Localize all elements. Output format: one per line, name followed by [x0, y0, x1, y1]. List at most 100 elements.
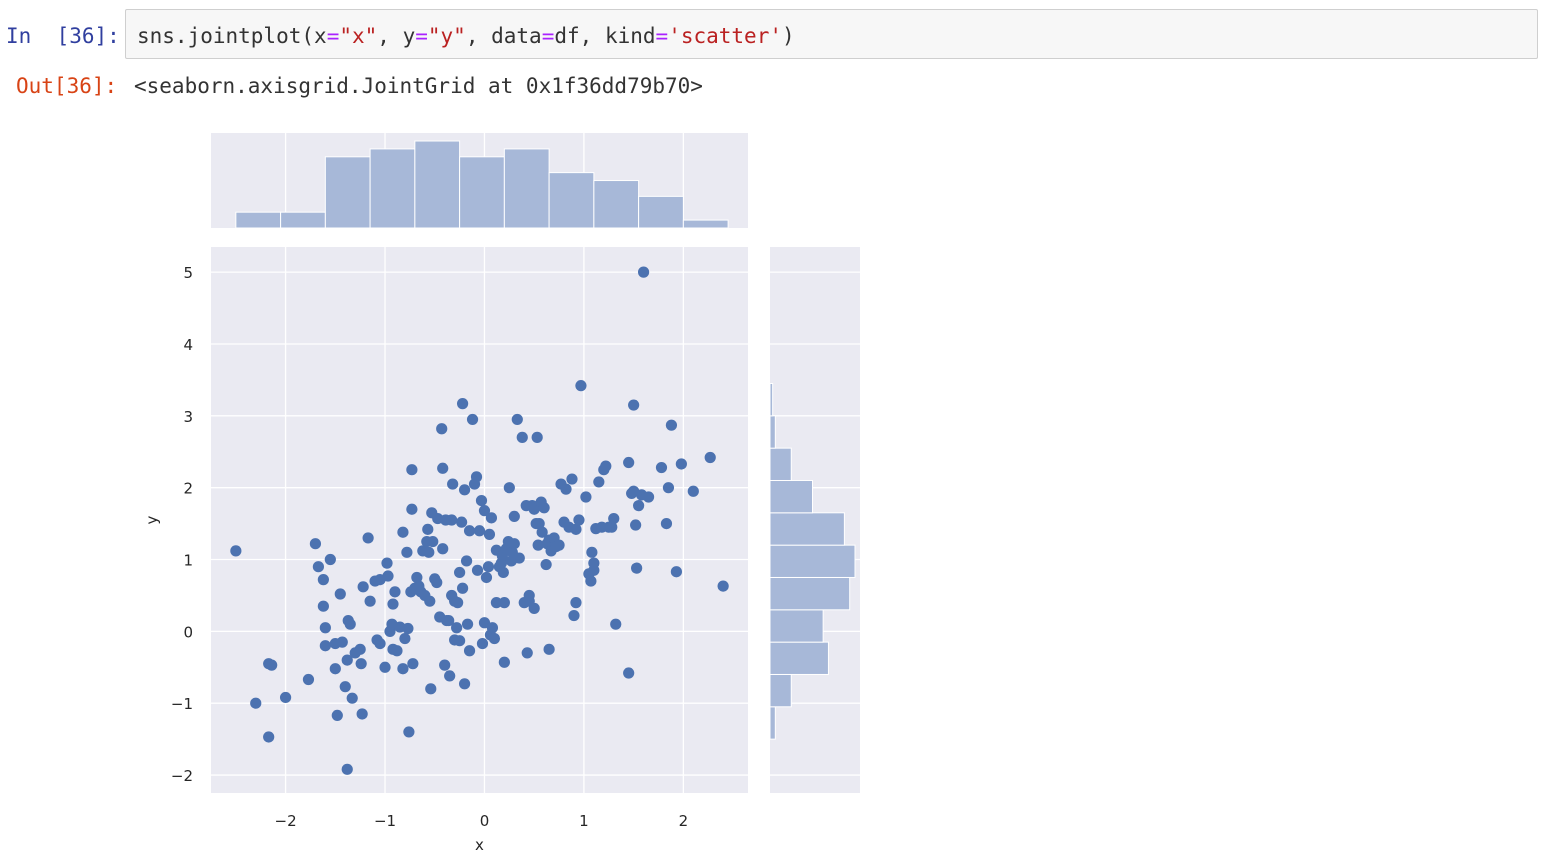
scatter-point: [381, 557, 393, 569]
scatter-point: [665, 419, 678, 431]
y-tick-label: 3: [183, 408, 193, 426]
scatter-point: [660, 517, 673, 530]
scatter-point: [334, 588, 346, 600]
scatter-point: [513, 552, 525, 564]
scatter-point: [528, 503, 540, 515]
scatter-point: [580, 491, 592, 503]
scatter-points: [230, 266, 729, 775]
y-axis-label: y: [143, 515, 161, 524]
scatter-point: [533, 517, 545, 530]
scatter-point: [486, 622, 499, 634]
scatter-point: [389, 586, 401, 598]
marginal-x-bar: [235, 211, 282, 229]
code-string-y: "y": [427, 24, 466, 48]
scatter-point: [454, 566, 466, 579]
scatter-point: [397, 663, 409, 675]
code-equals: =: [415, 24, 428, 48]
scatter-point: [454, 635, 466, 647]
scatter-point: [585, 575, 597, 587]
code-separator: ,: [377, 24, 403, 48]
code-value-df: df: [554, 24, 580, 48]
scatter-point: [475, 495, 488, 507]
marginal-x-bar: [548, 172, 595, 229]
x-tick-labels: −2 −1 0 1 2: [275, 812, 689, 830]
scatter-point: [439, 659, 451, 671]
code-string-x: "x": [339, 24, 378, 48]
marginal-x-bar: [369, 148, 416, 229]
scatter-point: [478, 505, 491, 517]
output-prompt: Out[36]:: [16, 74, 118, 98]
scatter-point: [451, 622, 463, 634]
scatter-point: [461, 618, 474, 630]
scatter-point: [553, 539, 565, 551]
scatter-point: [531, 431, 543, 443]
scatter-point: [540, 558, 552, 571]
scatter-point: [407, 658, 419, 670]
scatter-point: [704, 451, 716, 464]
scatter-point: [406, 464, 418, 476]
scatter-point: [397, 526, 409, 538]
code-function: sns.jointplot: [137, 24, 302, 48]
scatter-point: [406, 503, 418, 515]
y-tick-label: 2: [183, 480, 193, 498]
marginal-y-bar: [769, 512, 845, 546]
code-equals: =: [655, 24, 669, 48]
scatter-point: [570, 523, 582, 535]
scatter-point: [637, 266, 650, 278]
scatter-point: [319, 622, 331, 634]
scatter-point: [543, 643, 555, 655]
scatter-point: [490, 597, 503, 609]
scatter-point: [374, 637, 386, 650]
scatter-point: [511, 413, 523, 426]
scatter-point: [431, 576, 443, 589]
marginal-y-bar: [769, 447, 792, 481]
scatter-point: [339, 681, 351, 693]
scatter-point: [443, 614, 455, 627]
code-equals: =: [541, 24, 555, 48]
scatter-point: [379, 661, 391, 673]
scatter-point: [266, 659, 278, 671]
scatter-point: [538, 502, 550, 514]
scatter-point: [606, 521, 618, 533]
marginal-x-histogram: [235, 140, 729, 229]
scatter-point: [437, 543, 449, 555]
marginal-x-bar: [324, 156, 371, 229]
marginal-x-bar: [638, 195, 684, 229]
scatter-point: [331, 709, 343, 722]
scatter-point: [498, 597, 510, 609]
scatter-point: [521, 647, 533, 659]
x-tick-label: 2: [679, 812, 689, 830]
scatter-point: [476, 637, 489, 650]
scatter-point: [485, 512, 498, 524]
scatter-point: [302, 673, 315, 686]
marginal-y-bar: [769, 706, 776, 740]
scatter-point: [230, 545, 242, 557]
code-cell-input[interactable]: sns.jointplot(x="x", y="y", data=df, kin…: [125, 9, 1538, 59]
marginal-x-bar: [593, 180, 640, 229]
scatter-point: [422, 523, 434, 535]
scatter-point: [456, 582, 469, 594]
scatter-point: [436, 423, 448, 435]
scatter-point: [633, 500, 645, 512]
code-separator: ,: [579, 24, 605, 48]
scatter-point: [573, 514, 585, 526]
scatter-point: [444, 670, 456, 682]
scatter-point: [456, 516, 468, 528]
scatter-point: [717, 580, 729, 592]
scatter-point: [560, 483, 572, 495]
scatter-point: [456, 398, 469, 410]
scatter-point: [566, 473, 578, 485]
scatter-point: [508, 538, 520, 550]
scatter-point: [631, 562, 643, 574]
y-tick-label: 1: [183, 552, 193, 570]
scatter-point: [387, 598, 399, 610]
scatter-point: [427, 535, 439, 548]
scatter-point: [670, 566, 683, 578]
scatter-point: [628, 399, 640, 411]
marginal-y-bar: [769, 576, 851, 611]
scatter-point: [488, 632, 501, 645]
y-tick-label: −2: [171, 767, 193, 785]
code-param-x: x: [314, 24, 327, 48]
scatter-point: [655, 461, 668, 474]
